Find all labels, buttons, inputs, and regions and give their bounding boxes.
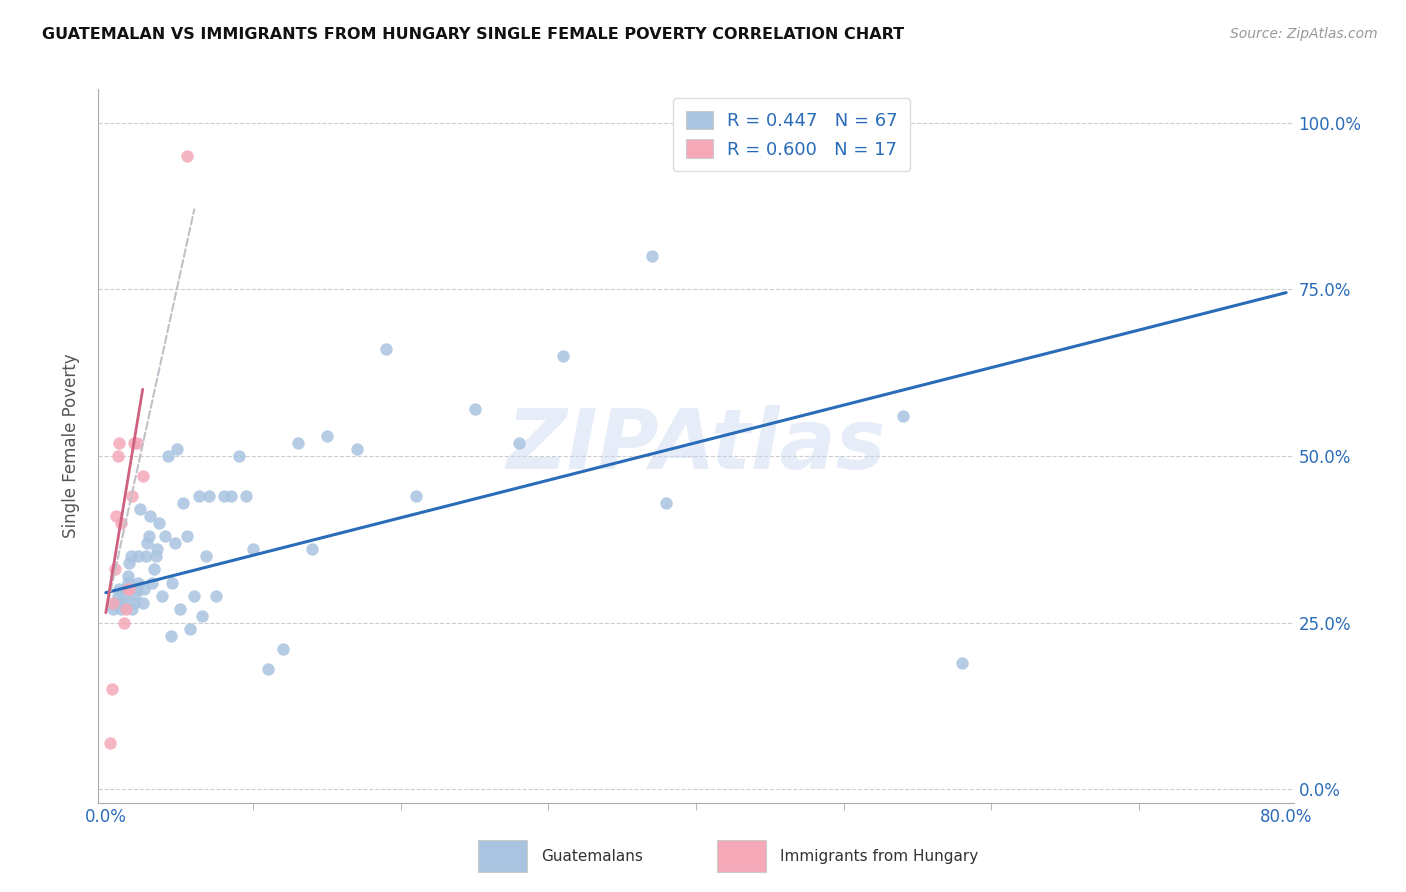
Point (105, 509, 128, 524)
Point (104, 562, 127, 576)
Point (107, 589, 129, 603)
Point (110, 602, 132, 616)
Point (125, 582, 148, 597)
Point (198, 489, 221, 503)
Point (139, 509, 162, 524)
Point (100, 682, 122, 697)
Point (107, 449, 129, 463)
Point (219, 489, 242, 503)
Point (150, 589, 173, 603)
Text: Guatemalans: Guatemalans (541, 849, 643, 863)
Point (127, 549, 149, 563)
Point (112, 596, 135, 610)
Point (160, 575, 183, 590)
Point (301, 542, 323, 557)
Point (101, 596, 124, 610)
Y-axis label: Single Female Poverty: Single Female Poverty (62, 354, 80, 538)
Point (118, 556, 141, 570)
Point (235, 489, 257, 503)
Point (118, 582, 141, 597)
FancyBboxPatch shape (478, 840, 527, 872)
Point (165, 535, 187, 549)
Point (115, 582, 138, 597)
Point (124, 589, 146, 603)
Point (655, 496, 678, 510)
Point (117, 569, 139, 583)
Point (114, 589, 136, 603)
Point (183, 589, 205, 603)
Point (135, 549, 157, 563)
Point (110, 516, 132, 530)
Point (121, 602, 143, 616)
Point (112, 615, 135, 630)
Point (108, 582, 131, 597)
Point (508, 435, 530, 450)
Point (122, 435, 145, 450)
Point (120, 549, 142, 563)
Point (553, 349, 575, 363)
Point (143, 562, 166, 576)
Point (148, 516, 170, 530)
Point (145, 549, 167, 563)
Point (242, 542, 264, 557)
Point (134, 582, 156, 597)
Point (166, 442, 188, 457)
Text: Source: ZipAtlas.com: Source: ZipAtlas.com (1230, 27, 1378, 41)
Point (316, 429, 339, 443)
Point (131, 469, 153, 483)
Point (117, 575, 139, 590)
Point (257, 662, 280, 676)
Point (105, 596, 128, 610)
Point (138, 529, 160, 543)
Point (195, 549, 218, 563)
Point (172, 496, 194, 510)
Point (156, 449, 179, 463)
Point (146, 542, 169, 557)
Point (128, 502, 150, 516)
Text: ZIPAtlas: ZIPAtlas (506, 406, 886, 486)
Point (176, 529, 198, 543)
Point (375, 343, 398, 357)
Text: Immigrants from Hungary: Immigrants from Hungary (780, 849, 979, 863)
Point (271, 642, 294, 657)
Point (131, 596, 153, 610)
Point (117, 582, 139, 597)
FancyBboxPatch shape (717, 840, 766, 872)
Legend: R = 0.447   N = 67, R = 0.600   N = 17: R = 0.447 N = 67, R = 0.600 N = 17 (673, 98, 910, 171)
Point (950, 656, 973, 670)
Point (205, 589, 228, 603)
Point (136, 535, 159, 549)
Point (176, 149, 198, 163)
Point (169, 602, 191, 616)
Point (179, 623, 201, 637)
Point (98, 736, 121, 750)
Point (212, 489, 235, 503)
Point (346, 442, 368, 457)
Point (127, 575, 149, 590)
Point (405, 489, 427, 503)
Point (187, 489, 209, 503)
Point (141, 575, 163, 590)
Point (228, 449, 250, 463)
Point (464, 402, 486, 417)
Point (115, 602, 138, 616)
Point (159, 629, 181, 643)
Point (287, 435, 309, 450)
Point (190, 609, 212, 624)
Point (641, 249, 664, 263)
Point (108, 435, 131, 450)
Point (122, 596, 145, 610)
Point (153, 529, 176, 543)
Point (121, 489, 143, 503)
Point (891, 409, 914, 423)
Text: GUATEMALAN VS IMMIGRANTS FROM HUNGARY SINGLE FEMALE POVERTY CORRELATION CHART: GUATEMALAN VS IMMIGRANTS FROM HUNGARY SI… (42, 27, 904, 42)
Point (101, 602, 124, 616)
Point (125, 435, 148, 450)
